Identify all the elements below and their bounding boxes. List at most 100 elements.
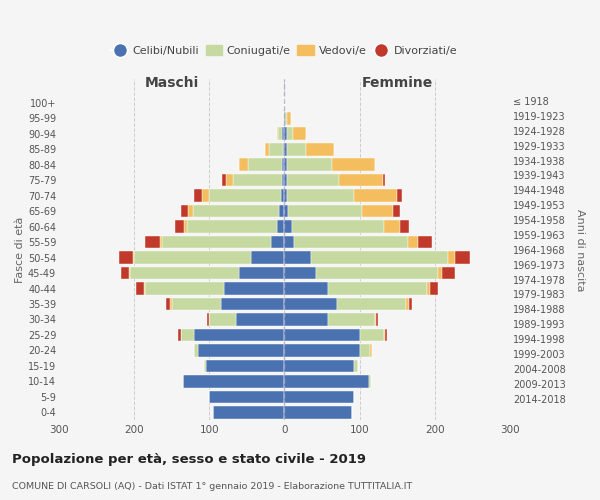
Bar bbox=[222, 174, 226, 186]
Bar bbox=[284, 328, 359, 342]
Bar bbox=[209, 390, 284, 404]
Bar bbox=[284, 143, 287, 156]
Bar bbox=[359, 344, 370, 357]
Text: Popolazione per età, sesso e stato civile - 2019: Popolazione per età, sesso e stato civil… bbox=[12, 452, 366, 466]
Bar bbox=[183, 375, 284, 388]
Bar bbox=[239, 158, 248, 171]
Bar bbox=[287, 112, 291, 124]
Bar bbox=[136, 282, 144, 295]
Bar bbox=[121, 266, 129, 280]
Bar bbox=[224, 282, 284, 295]
Bar bbox=[269, 143, 283, 156]
Bar bbox=[292, 220, 384, 233]
Bar bbox=[221, 298, 284, 310]
Bar bbox=[394, 205, 400, 218]
Bar bbox=[236, 313, 284, 326]
Y-axis label: Anni di nascita: Anni di nascita bbox=[575, 208, 585, 291]
Bar bbox=[284, 220, 292, 233]
Bar bbox=[251, 251, 284, 264]
Bar bbox=[271, 236, 284, 248]
Bar bbox=[178, 328, 181, 342]
Bar bbox=[293, 236, 408, 248]
Bar bbox=[430, 282, 438, 295]
Bar bbox=[328, 282, 427, 295]
Bar bbox=[188, 205, 193, 218]
Bar bbox=[353, 190, 397, 202]
Bar bbox=[337, 298, 406, 310]
Y-axis label: Fasce di età: Fasce di età bbox=[15, 216, 25, 283]
Bar bbox=[284, 282, 328, 295]
Bar bbox=[119, 251, 133, 264]
Bar bbox=[281, 190, 284, 202]
Bar bbox=[427, 282, 430, 295]
Bar bbox=[384, 220, 400, 233]
Bar bbox=[172, 298, 221, 310]
Bar bbox=[284, 205, 288, 218]
Bar bbox=[145, 236, 160, 248]
Bar bbox=[353, 360, 358, 372]
Text: COMUNE DI CARSOLI (AQ) - Dati ISTAT 1° gennaio 2019 - Elaborazione TUTTITALIA.IT: COMUNE DI CARSOLI (AQ) - Dati ISTAT 1° g… bbox=[12, 482, 412, 491]
Bar bbox=[285, 112, 287, 124]
Bar bbox=[438, 266, 442, 280]
Bar bbox=[311, 251, 448, 264]
Bar bbox=[284, 174, 287, 186]
Bar bbox=[418, 236, 432, 248]
Bar bbox=[282, 158, 284, 171]
Bar bbox=[233, 174, 282, 186]
Bar bbox=[370, 344, 371, 357]
Bar bbox=[287, 174, 340, 186]
Bar bbox=[248, 158, 282, 171]
Bar bbox=[209, 190, 281, 202]
Bar bbox=[265, 143, 269, 156]
Bar bbox=[284, 344, 359, 357]
Bar bbox=[239, 266, 284, 280]
Bar bbox=[145, 282, 224, 295]
Bar bbox=[133, 251, 134, 264]
Bar bbox=[226, 174, 233, 186]
Bar bbox=[284, 112, 285, 124]
Bar bbox=[144, 282, 145, 295]
Bar bbox=[194, 190, 202, 202]
Bar bbox=[279, 205, 284, 218]
Bar bbox=[170, 298, 172, 310]
Bar bbox=[278, 128, 282, 140]
Bar bbox=[277, 220, 284, 233]
Bar bbox=[368, 375, 371, 388]
Bar bbox=[284, 390, 353, 404]
Bar bbox=[283, 143, 284, 156]
Bar bbox=[213, 406, 284, 418]
Bar bbox=[408, 236, 418, 248]
Bar bbox=[293, 128, 306, 140]
Bar bbox=[277, 128, 278, 140]
Bar bbox=[284, 266, 316, 280]
Bar bbox=[316, 266, 438, 280]
Text: Femmine: Femmine bbox=[362, 76, 433, 90]
Bar bbox=[287, 190, 353, 202]
Bar bbox=[284, 128, 287, 140]
Bar bbox=[284, 298, 337, 310]
Bar bbox=[376, 313, 379, 326]
Bar bbox=[305, 143, 334, 156]
Bar bbox=[406, 298, 409, 310]
Bar bbox=[328, 313, 374, 326]
Bar bbox=[340, 174, 383, 186]
Bar bbox=[284, 190, 287, 202]
Bar bbox=[193, 205, 279, 218]
Bar bbox=[204, 360, 206, 372]
Bar bbox=[198, 344, 284, 357]
Bar bbox=[288, 205, 362, 218]
Bar bbox=[385, 328, 387, 342]
Bar bbox=[455, 251, 470, 264]
Bar bbox=[448, 251, 455, 264]
Bar bbox=[129, 266, 130, 280]
Bar bbox=[359, 328, 384, 342]
Bar bbox=[187, 220, 277, 233]
Bar bbox=[397, 190, 402, 202]
Bar bbox=[166, 298, 170, 310]
Bar bbox=[209, 313, 236, 326]
Bar bbox=[400, 220, 409, 233]
Bar bbox=[202, 190, 209, 202]
Bar bbox=[332, 158, 376, 171]
Bar bbox=[194, 328, 284, 342]
Bar bbox=[284, 360, 353, 372]
